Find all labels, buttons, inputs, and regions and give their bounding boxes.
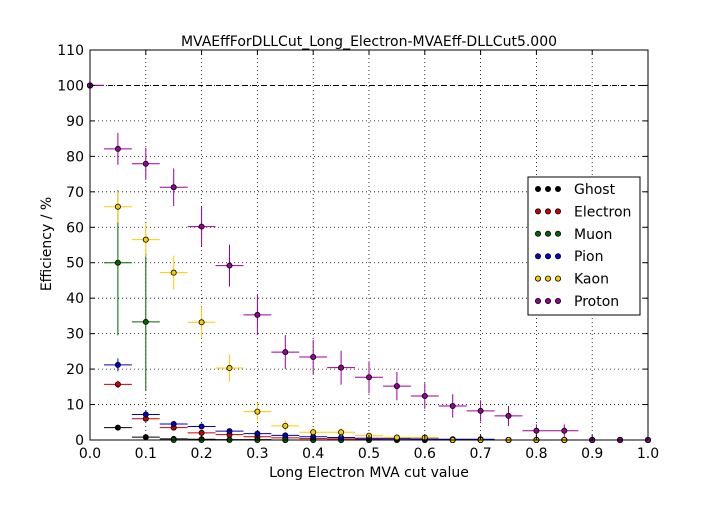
chart-title: MVAEffForDLLCut_Long_Electron-MVAEff-DLL…: [181, 34, 557, 50]
y-tick-label: 10: [66, 398, 84, 414]
y-axis-label: Efficiency / %: [39, 197, 55, 291]
x-tick-label: 0.1: [135, 446, 157, 462]
data-point: [533, 427, 540, 434]
data-point: [310, 354, 317, 361]
data-point: [198, 223, 205, 230]
legend-marker: [535, 297, 542, 304]
data-point: [505, 412, 512, 419]
data-point: [198, 319, 205, 326]
y-tick-label: 110: [57, 43, 84, 59]
legend-marker: [555, 230, 562, 237]
data-point: [393, 383, 400, 390]
legend: Ghost Electron Muon Pion Kaon Proton: [527, 176, 641, 316]
y-tick-label: 80: [66, 149, 84, 165]
legend-marker: [535, 275, 542, 282]
legend-marker: [555, 185, 562, 192]
x-tick-label: 0.2: [190, 446, 212, 462]
legend-marker: [555, 297, 562, 304]
data-point: [226, 262, 233, 269]
legend-marker: [545, 185, 552, 192]
data-point: [198, 423, 205, 430]
data-point: [282, 432, 289, 439]
y-tick-label: 50: [66, 256, 84, 272]
data-point: [477, 407, 484, 414]
legend-label: Kaon: [574, 272, 609, 288]
data-point: [365, 374, 372, 381]
data-point: [254, 311, 261, 318]
data-point: [421, 393, 428, 400]
legend-label: Muon: [574, 227, 612, 243]
data-point: [170, 269, 177, 276]
data-point: [114, 361, 121, 368]
data-point: [198, 429, 205, 436]
y-tick-label: 30: [66, 327, 84, 343]
y-tick-label: 70: [66, 185, 84, 201]
x-axis-label: Long Electron MVA cut value: [269, 465, 469, 481]
data-point: [226, 365, 233, 372]
legend-label: Pion: [574, 249, 603, 265]
x-tick-label: 0.8: [525, 446, 547, 462]
data-point: [310, 429, 317, 436]
data-point: [338, 429, 345, 436]
data-point: [114, 145, 121, 152]
legend-marker: [545, 275, 552, 282]
data-point: [142, 318, 149, 325]
legend-marker: [535, 185, 542, 192]
data-point: [282, 422, 289, 429]
data-point: [114, 203, 121, 210]
series-kaon: [87, 82, 652, 443]
legend-marker: [555, 275, 562, 282]
legend-box: [527, 176, 641, 316]
x-tick-label: 1.0: [637, 446, 659, 462]
data-point: [114, 259, 121, 266]
legend-marker: [555, 253, 562, 260]
legend-label: Proton: [574, 294, 619, 310]
legend-marker: [545, 297, 552, 304]
x-tick-label: 0.9: [581, 446, 603, 462]
legend-label: Ghost: [574, 182, 616, 198]
data-point: [338, 364, 345, 371]
data-point: [393, 434, 400, 441]
y-tick-label: 20: [66, 362, 84, 378]
data-point: [449, 402, 456, 409]
y-tick-label: 40: [66, 291, 84, 307]
data-point: [282, 349, 289, 356]
ticks-layer: 0.0 0.1 0.2 0.3 0.4 0.5 0.6 0.7 0.8 0.9 1.0 0 10 20 30…: [57, 43, 659, 462]
x-tick-label: 0.4: [302, 446, 324, 462]
data-point: [170, 184, 177, 191]
data-point: [170, 421, 177, 428]
x-tick-label: 0.0: [79, 446, 101, 462]
legend-marker: [545, 208, 552, 215]
data-point: [114, 381, 121, 388]
legend-marker: [535, 253, 542, 260]
legend-marker: [535, 230, 542, 237]
legend-marker: [555, 208, 562, 215]
data-point: [226, 428, 233, 435]
data-point: [142, 236, 149, 243]
y-tick-label: 100: [57, 78, 84, 94]
data-point: [142, 411, 149, 418]
y-tick-label: 60: [66, 220, 84, 236]
y-tick-label: 90: [66, 114, 84, 130]
x-tick-label: 0.7: [469, 446, 491, 462]
legend-marker: [545, 253, 552, 260]
x-tick-label: 0.6: [414, 446, 436, 462]
x-tick-label: 0.5: [358, 446, 380, 462]
data-point: [561, 427, 568, 434]
legend-marker: [545, 230, 552, 237]
data-point: [114, 424, 121, 431]
legend-marker: [535, 208, 542, 215]
legend-label: Electron: [574, 204, 631, 220]
data-point: [254, 408, 261, 415]
data-point: [142, 160, 149, 167]
y-tick-label: 0: [75, 433, 84, 449]
x-tick-label: 0.3: [246, 446, 268, 462]
